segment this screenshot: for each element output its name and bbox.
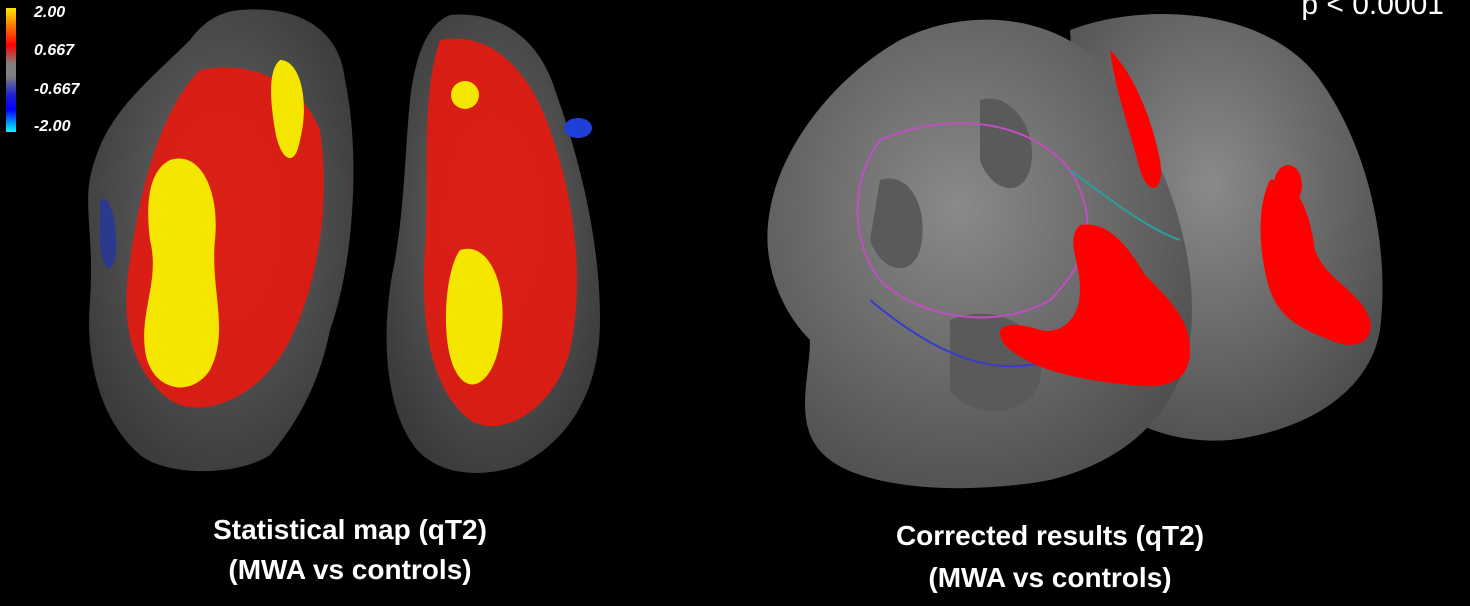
statistical-map-brains: [88, 9, 600, 473]
colorbar-label-neg: -0.667: [34, 81, 80, 98]
parcel-outline: [1069, 169, 1181, 241]
left-caption-line1: Statistical map (qT2): [213, 514, 487, 545]
sulcus-patch: [980, 98, 1032, 189]
significant-cluster-back: [1260, 179, 1371, 345]
activation-yellow-spot: [451, 81, 479, 109]
activation-blue-right: [564, 118, 592, 138]
activation-yellow-left-top: [271, 60, 304, 159]
corrected-results-brain: [767, 14, 1383, 489]
significant-cluster-edge: [1110, 50, 1161, 189]
right-caption-line1: Corrected results (qT2): [895, 520, 1205, 551]
parcel-outline: [856, 122, 1089, 319]
colorbar-gradient: [6, 8, 16, 132]
activation-blue-left: [99, 198, 117, 269]
colorbar-label-pos: 0.667: [34, 42, 75, 59]
colorbar-label-max: 2.00: [34, 4, 66, 21]
statistical-map-figure: 2.00 0.667 -0.667 -2.00: [0, 0, 700, 500]
p-value-label: p < 0.0001: [1301, 0, 1444, 21]
left-caption: Statistical map (qT2) (MWA vs controls): [70, 510, 630, 590]
corrected-results-figure: p < 0.0001: [750, 0, 1470, 500]
left-caption-line2: (MWA vs controls): [228, 554, 472, 585]
activation-yellow-left: [144, 158, 220, 388]
sulcus-patch: [870, 178, 923, 269]
significant-cluster-front: [999, 224, 1190, 387]
colorbar-label-min: -2.00: [34, 118, 71, 135]
right-caption: Corrected results (qT2) (MWA vs controls…: [770, 515, 1330, 599]
right-caption-line2: (MWA vs controls): [928, 562, 1172, 593]
parcel-outline: [869, 299, 1051, 368]
activation-yellow-right: [445, 248, 503, 385]
colorbar: [6, 8, 36, 132]
significant-cluster-spot: [1274, 165, 1302, 205]
